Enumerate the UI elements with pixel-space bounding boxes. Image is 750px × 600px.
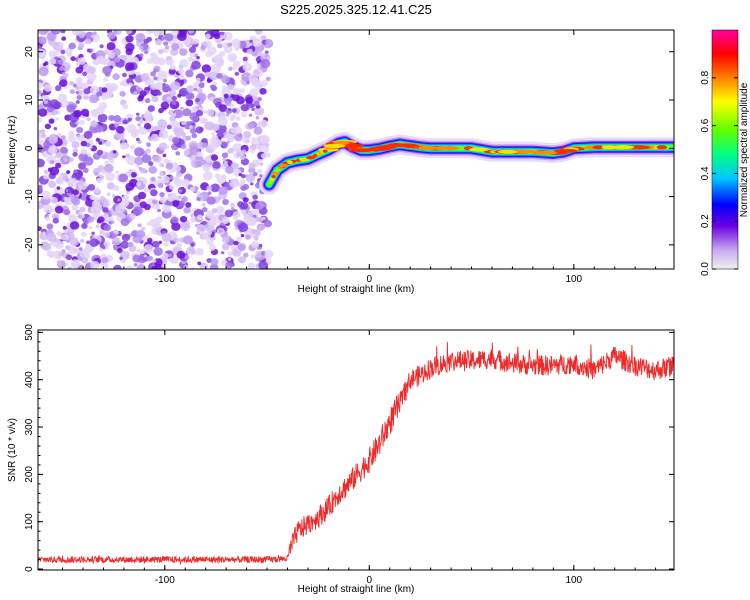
figure-title: S225.2025.325.12.41.C25	[280, 2, 432, 17]
noise-speckle-region	[38, 30, 274, 269]
snr-plot-area	[38, 342, 674, 565]
spectrogram-x-axis-label: Height of straight line (km)	[298, 284, 415, 295]
snr-x-axis-label: Height of straight line (km)	[298, 584, 415, 595]
spectrogram-plot-area	[38, 30, 674, 269]
spectrogram-y-tick-label: -10	[24, 189, 35, 204]
colorbar-tick-label: 0.2	[700, 214, 711, 228]
colorbar-label: Normalized spectral amplitude	[739, 82, 750, 217]
snr-y-tick-label: 300	[24, 418, 35, 435]
spectrogram-y-tick-label: -20	[24, 237, 35, 252]
colorbar-tick-label: 0.0	[700, 262, 711, 276]
snr-frame	[37, 329, 675, 571]
snr-y-tick-label: 100	[24, 513, 35, 530]
spectrogram-y-tick-label: 10	[24, 94, 35, 106]
colorbar: 0.0 0.2 0.4 0.6 0.8 Normalized spectral ampl…	[700, 29, 750, 276]
snr-y-tick-label: 0	[24, 566, 35, 572]
spectrogram-y-tick-label: 20	[24, 46, 35, 58]
snr-y-axis-label: SNR (10 * v/v)	[7, 418, 18, 482]
colorbar-tick-label: 0.6	[700, 118, 711, 132]
snr-x-tick-label: 0	[367, 575, 373, 586]
spectrogram-y-tick-label: 0	[24, 145, 35, 151]
snr-panel: -100 0 100 0 100 200 300 400 500 Height of strai…	[7, 324, 675, 595]
snr-y-tick-label: 400	[24, 371, 35, 388]
spectrogram-y-axis-label: Frequency (Hz)	[7, 116, 18, 185]
snr-series-line	[38, 342, 674, 565]
spectrogram-x-tick-label: -100	[155, 274, 175, 285]
colorbar-tick-label: 0.4	[700, 166, 711, 180]
snr-x-tick-label: 100	[565, 575, 582, 586]
colorbar-ticks: 0.0 0.2 0.4 0.6 0.8	[700, 70, 738, 276]
colorbar-tick-label: 0.8	[700, 70, 711, 84]
snr-ticks: -100 0 100 0 100 200 300 400 500	[24, 324, 674, 586]
spectrogram-x-tick-label: 0	[367, 274, 373, 285]
spectrogram-x-tick-label: 100	[565, 274, 582, 285]
ridge-peaks	[269, 140, 668, 182]
colorbar-gradient	[711, 29, 739, 270]
snr-y-tick-label: 500	[24, 324, 35, 341]
spectral-ridge	[259, 132, 674, 195]
snr-x-tick-label: -100	[155, 575, 175, 586]
snr-y-tick-label: 200	[24, 466, 35, 483]
spectrogram-frame	[37, 29, 675, 270]
